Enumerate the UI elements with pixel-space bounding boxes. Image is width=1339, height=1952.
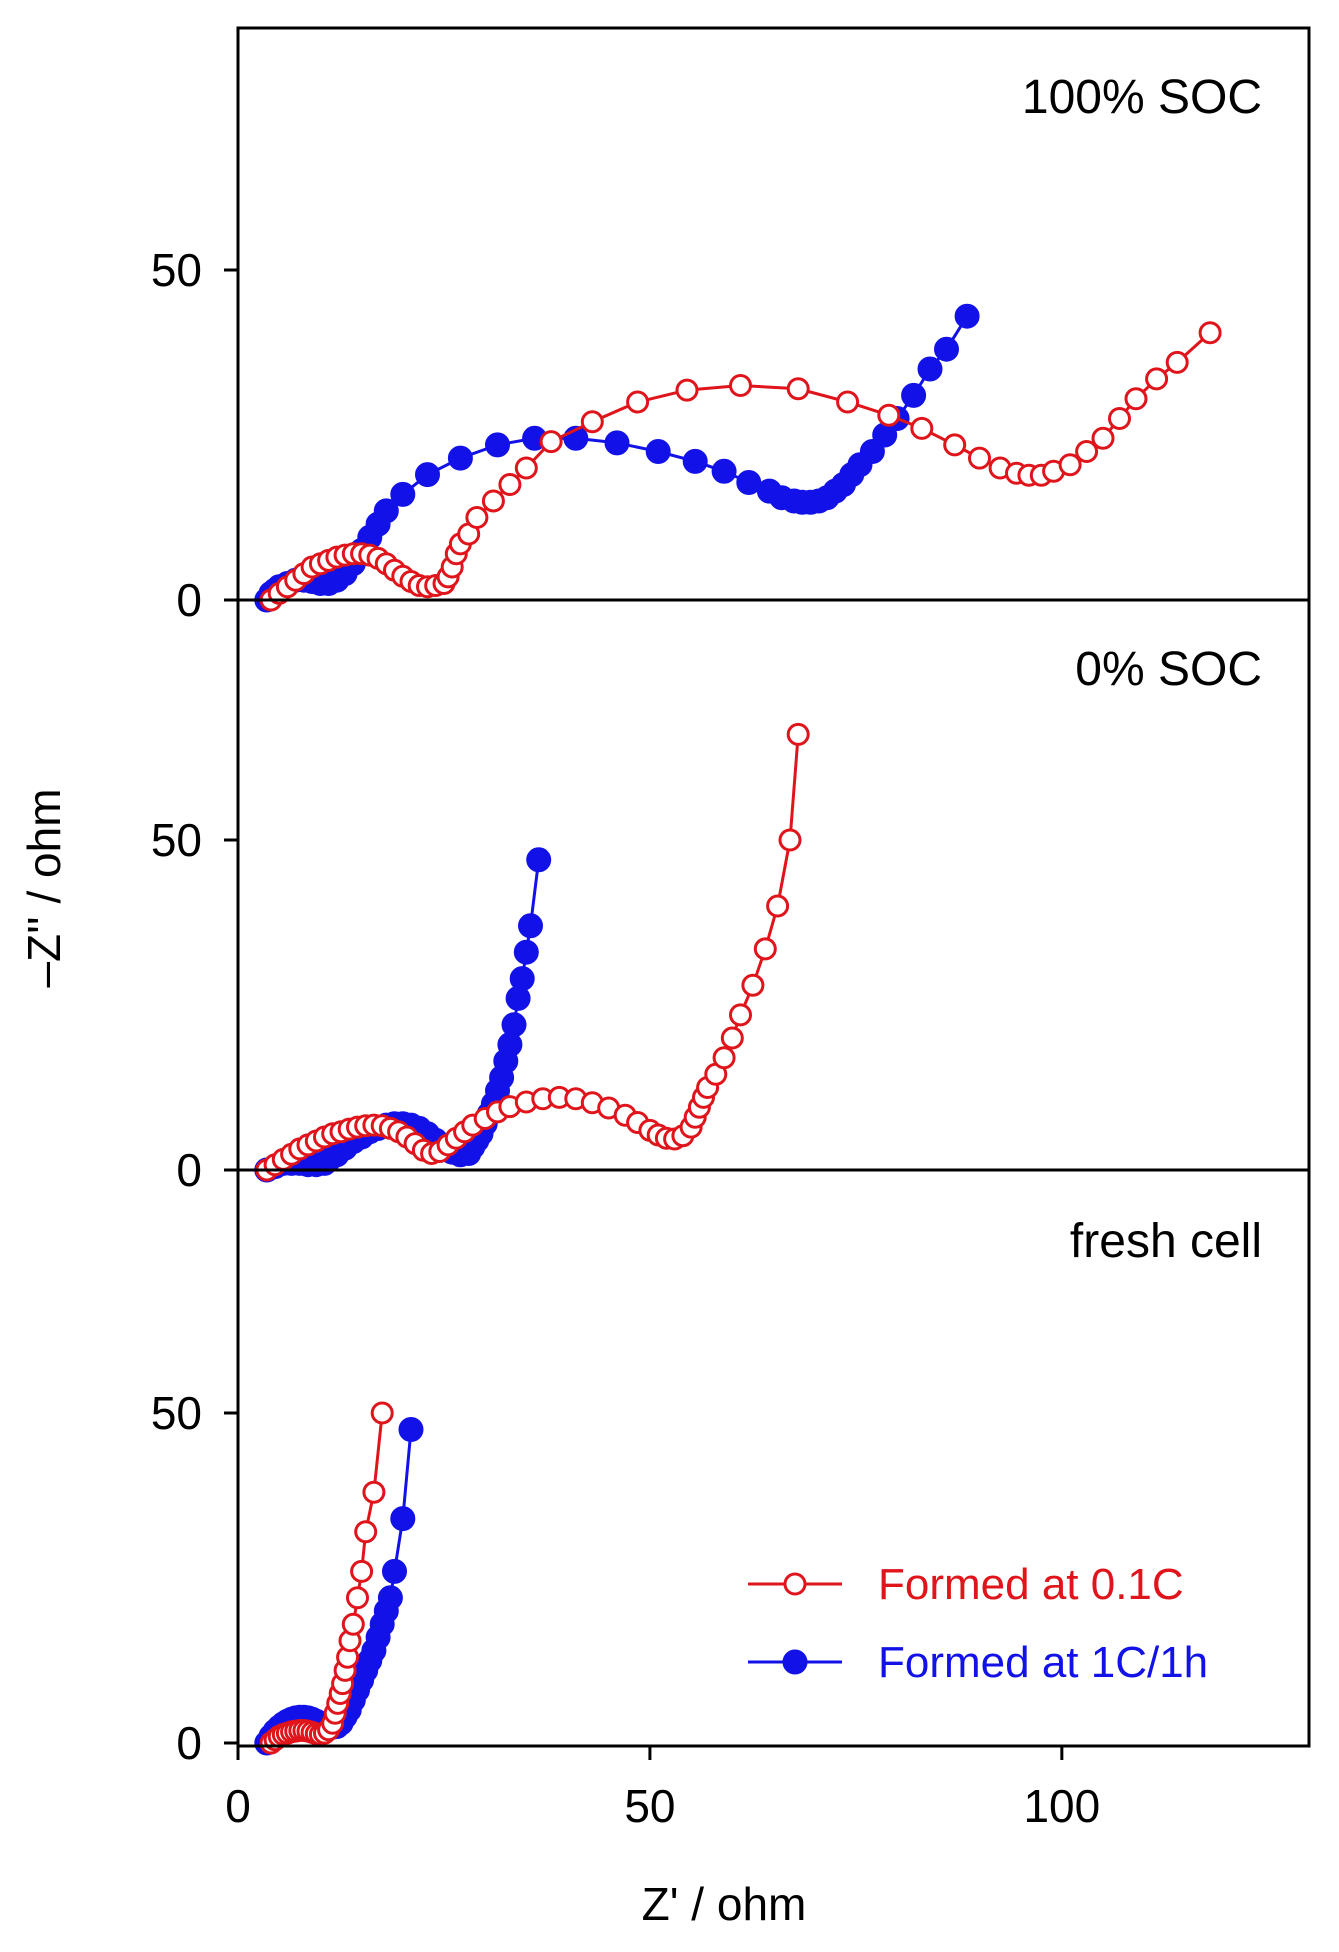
data-point [1165,350,1189,374]
data-point [341,1612,365,1636]
data-point [645,439,671,464]
legend: Formed at 0.1C Formed at 1C/1h [748,1560,1208,1687]
panel-label-fresh-cell: fresh cell [1070,1215,1262,1268]
data-point [514,456,538,480]
panel-label-100-soc: 100% SOC [1022,71,1262,124]
tick-layer: 0 50 0 50 0 50 0 50 100 [151,244,1100,1832]
data-point [382,1558,407,1584]
data-point [1058,453,1082,477]
y-tick-label: 0 [176,1717,202,1769]
data-point [513,939,539,965]
data-point [497,1032,523,1058]
data-point [539,430,563,454]
data-point [917,356,943,382]
x-axis-title: Z' / ohm [642,1878,807,1930]
data-point [415,462,440,488]
data-point [580,410,604,434]
data-point [447,445,473,471]
plot-frame [236,26,1311,1748]
y-tick-label: 50 [151,814,202,866]
data-point [354,1520,378,1544]
data-point [501,1012,527,1038]
data-point [766,894,790,918]
legend-marker-blue [782,1649,808,1675]
x-tick-label: 100 [1023,1780,1100,1832]
series-layer [254,303,1222,1756]
data-point [786,722,810,746]
data-point [753,937,777,961]
legend-marker-red [783,1572,807,1596]
data-point [390,1506,416,1532]
data-point [859,439,885,464]
data-point [1091,426,1115,450]
data-point [712,1046,736,1070]
panel-label-0-soc: 0% SOC [1075,643,1262,696]
data-point [934,336,959,362]
data-point [954,303,980,329]
data-point [1198,321,1222,345]
series-red-panel-3 [259,1401,394,1755]
data-point [350,1559,374,1583]
data-point [1124,387,1148,411]
data-point [498,473,522,496]
data-point [398,1417,424,1442]
data-point [465,506,489,529]
y-tick-label: 0 [176,1144,202,1196]
y-tick-label: 50 [151,1387,202,1439]
data-point [518,913,543,939]
data-point [346,1586,369,1610]
series-red-panel-1 [259,321,1222,612]
data-point [720,1026,744,1050]
data-point [373,498,399,524]
data-point [711,458,737,484]
data-point [736,470,762,495]
legend-label-blue: Formed at 1C/1h [878,1638,1208,1687]
data-point [481,489,505,513]
data-point [626,390,650,414]
data-point [370,1401,394,1425]
data-point [390,481,416,507]
data-point [741,973,765,997]
data-point [778,828,802,852]
data-point [509,966,535,992]
data-point [943,433,967,457]
data-point [910,416,934,440]
data-point [836,390,860,414]
data-point [901,382,927,408]
x-tick-label: 0 [225,1780,251,1832]
data-point [877,403,901,427]
data-point [377,1585,403,1611]
data-point [505,985,531,1011]
y-axis-title: –Z'' / ohm [18,788,70,987]
data-point [786,377,810,401]
data-point [1108,407,1131,430]
x-tick-label: 50 [624,1780,675,1832]
data-point [604,430,630,456]
data-point [1075,440,1099,463]
data-point [1145,367,1169,391]
data-point [675,378,699,402]
legend-label-red: Formed at 0.1C [878,1560,1184,1609]
y-tick-label: 50 [151,244,202,296]
data-point [729,1003,752,1027]
data-point [485,432,510,458]
data-point [682,448,708,474]
data-point [362,1480,386,1504]
series-blue-panel-1 [254,303,980,613]
y-tick-label: 0 [176,574,202,626]
data-point [968,446,991,470]
data-point [526,847,552,873]
data-point [729,374,752,397]
